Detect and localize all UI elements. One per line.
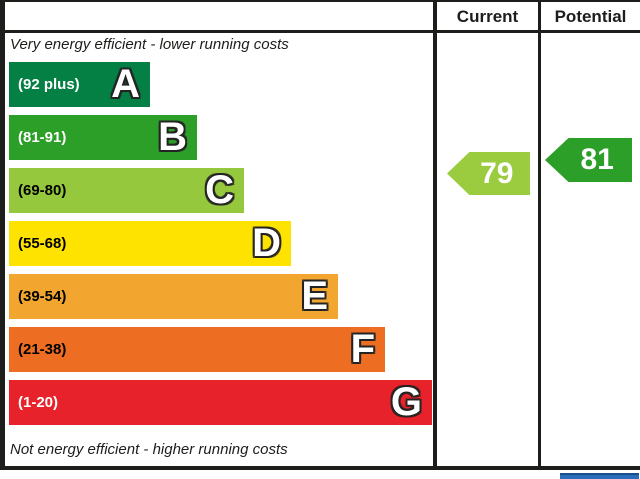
- current-rating-value: 79: [480, 156, 514, 190]
- rating-band-b: (81-91) B: [9, 115, 197, 160]
- band-range-label: (92 plus): [18, 76, 80, 93]
- column-separator-potential: [538, 0, 541, 470]
- table-border-top: [0, 0, 640, 2]
- rating-band-c: (69-80) C: [9, 168, 244, 213]
- column-separator-current: [433, 0, 437, 470]
- band-range-label: (39-54): [18, 288, 67, 305]
- band-letter: B: [158, 115, 187, 159]
- current-rating-arrow: 79: [447, 152, 530, 195]
- rating-band-d: (55-68) D: [9, 221, 291, 266]
- band-letter: C: [205, 168, 234, 212]
- header-divider: [0, 30, 640, 33]
- band-range-label: (55-68): [18, 235, 67, 252]
- table-border-left: [0, 0, 5, 470]
- band-letter: G: [390, 380, 422, 424]
- caption-very-efficient: Very energy efficient - lower running co…: [10, 36, 289, 53]
- band-range-label: (1-20): [18, 394, 59, 411]
- table-border-bottom: [0, 466, 640, 470]
- band-letter: A: [111, 62, 140, 106]
- band-letter: D: [252, 221, 281, 265]
- potential-rating-arrow: 81: [545, 138, 632, 182]
- rating-band-e: (39-54) E: [9, 274, 338, 319]
- column-header-current: Current: [456, 7, 519, 26]
- band-letter: F: [350, 327, 375, 371]
- column-header-potential: Potential: [554, 7, 627, 26]
- rating-band-a: (92 plus) A: [9, 62, 150, 107]
- band-range-label: (21-38): [18, 341, 67, 358]
- rating-band-f: (21-38) F: [9, 327, 385, 372]
- caption-not-efficient: Not energy efficient - higher running co…: [10, 441, 288, 458]
- potential-rating-value: 81: [580, 143, 614, 176]
- band-range-label: (69-80): [18, 182, 67, 199]
- band-letter: E: [301, 274, 328, 318]
- band-range-label: (81-91): [18, 129, 67, 146]
- rating-band-g: (1-20) G: [9, 380, 432, 425]
- eu-directive-box-partial: [560, 473, 639, 479]
